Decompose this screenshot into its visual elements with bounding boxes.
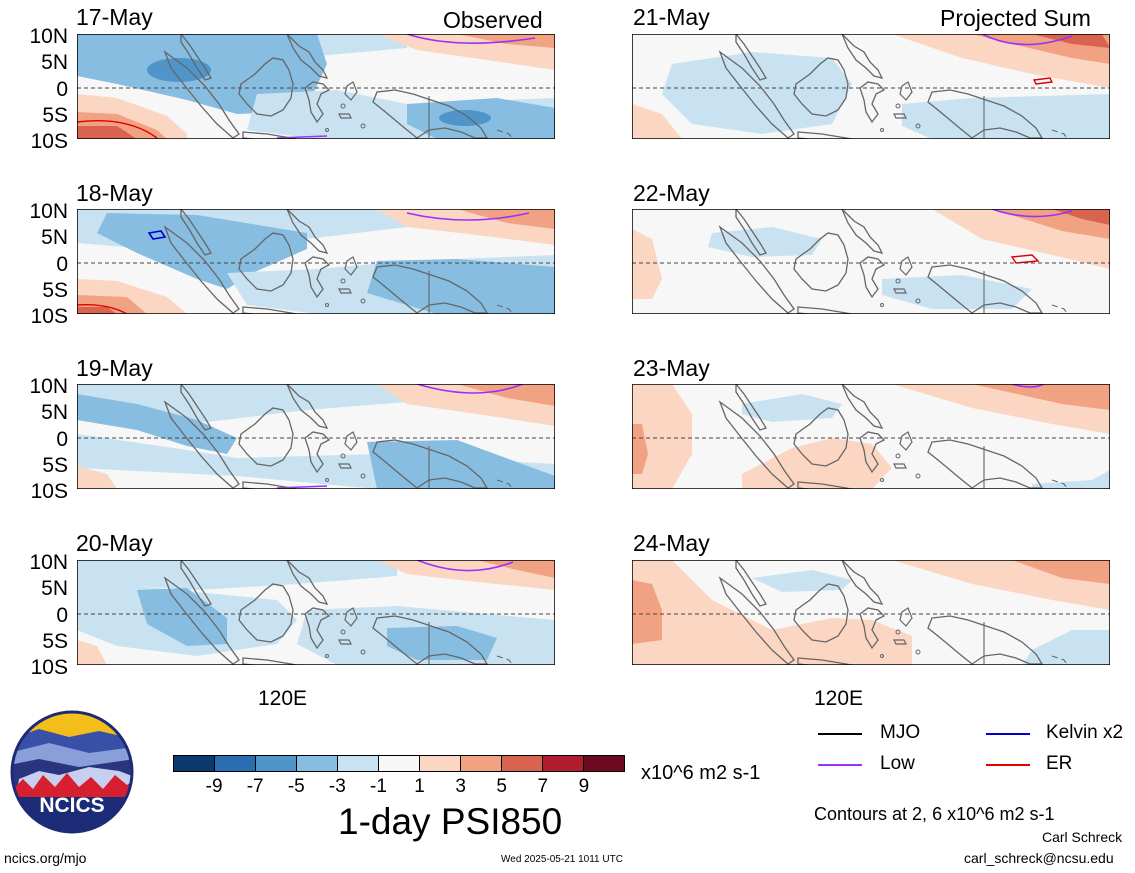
lon-label-120e: 120E	[258, 687, 308, 710]
colorbar-tick-label: 5	[496, 776, 507, 797]
lat-label: 5S	[42, 104, 68, 127]
colorbar-tick-label: -3	[328, 776, 346, 797]
colorbar-tick-label: 7	[537, 776, 549, 797]
legend-line-mjo	[818, 733, 862, 735]
panel-date-label: 17-May	[76, 4, 153, 30]
footer-author: Carl Schreck	[1042, 829, 1123, 845]
lat-label: 10N	[29, 200, 68, 223]
colorbar-tick-label: -5	[287, 776, 305, 797]
panel-date-label: 19-May	[76, 355, 153, 381]
lat-label: 10S	[30, 480, 68, 503]
lat-label: 0	[56, 78, 68, 101]
colorbar-tick-label: 1	[414, 776, 425, 797]
colorbar-swatch	[460, 756, 501, 771]
lat-label: 5N	[41, 51, 68, 74]
ncics-logo: NCICS	[10, 710, 134, 834]
colorbar-swatch	[296, 756, 337, 771]
footer-url[interactable]: ncics.org/mjo	[4, 850, 87, 866]
map-panel-19-may	[77, 384, 555, 489]
lat-label: 10S	[30, 656, 68, 679]
map-panel-20-may	[77, 560, 555, 665]
colorbar-title: 1-day PSI850	[338, 801, 563, 842]
lon-label-120e: 120E	[814, 687, 864, 710]
map-panel-22-may	[632, 209, 1110, 314]
colorbar-swatch	[419, 756, 460, 771]
lat-label: 0	[56, 604, 68, 627]
colorbar	[173, 755, 625, 772]
lat-label: 5S	[42, 454, 68, 477]
colorbar-swatch	[542, 756, 583, 771]
colorbar-swatch	[378, 756, 419, 771]
lat-label: 0	[56, 253, 68, 276]
lat-label: 10S	[30, 305, 68, 328]
lat-label: 10N	[29, 25, 68, 48]
map-panel-23-may	[632, 384, 1110, 489]
lat-label: 5N	[41, 226, 68, 249]
colorbar-tick-label: -9	[205, 776, 223, 797]
panel-date-label: 23-May	[633, 355, 710, 381]
colorbar-swatch	[174, 756, 214, 771]
lat-label: 5N	[41, 577, 68, 600]
lat-label: 10N	[29, 551, 68, 574]
colorbar-tick-label: -7	[246, 776, 264, 797]
map-panel-18-may	[77, 209, 555, 314]
legend-label-kelvin: Kelvin x2	[1046, 722, 1124, 743]
map-panel-17-may	[77, 34, 555, 139]
panel-date-label: 21-May	[633, 4, 710, 30]
footer-email[interactable]: carl_schreck@ncsu.edu	[964, 850, 1114, 866]
lat-label: 5S	[42, 630, 68, 653]
colorbar-swatch	[501, 756, 542, 771]
colorbar-swatch	[255, 756, 296, 771]
observed-header: Observed	[443, 7, 543, 33]
projected-sum-header: Projected Sum	[940, 5, 1091, 31]
colorbar-swatch	[337, 756, 378, 771]
map-panel-21-may	[632, 34, 1110, 139]
colorbar-swatch	[214, 756, 255, 771]
panel-date-label: 20-May	[76, 530, 153, 556]
colorbar-tick-label: 9	[578, 776, 590, 797]
map-panel-24-may	[632, 560, 1110, 665]
lat-label: 10S	[30, 130, 68, 153]
legend-label-low: Low	[880, 753, 915, 774]
colorbar-swatch	[583, 756, 624, 771]
colorbar-tick-label: 3	[455, 776, 466, 797]
colorbar-units: x10^6 m2 s-1	[641, 762, 761, 784]
panel-date-label: 24-May	[633, 530, 710, 556]
lat-label: 5S	[42, 279, 68, 302]
footer-timestamp: Wed 2025-05-21 1011 UTC	[501, 854, 623, 865]
lat-label: 0	[56, 428, 68, 451]
legend-line-low	[818, 764, 862, 766]
legend-label-mjo: MJO	[880, 722, 921, 743]
legend-line-kelvin	[986, 733, 1030, 735]
lat-label: 10N	[29, 375, 68, 398]
contours-note: Contours at 2, 6 x10^6 m2 s-1	[814, 804, 1055, 824]
ncics-logo-text: NCICS	[39, 794, 104, 817]
panel-date-label: 18-May	[76, 180, 153, 206]
legend-line-er	[986, 764, 1030, 766]
legend-label-er: ER	[1046, 753, 1073, 774]
panel-date-label: 22-May	[633, 180, 710, 206]
lat-label: 5N	[41, 401, 68, 424]
colorbar-tick-label: -1	[370, 776, 387, 797]
